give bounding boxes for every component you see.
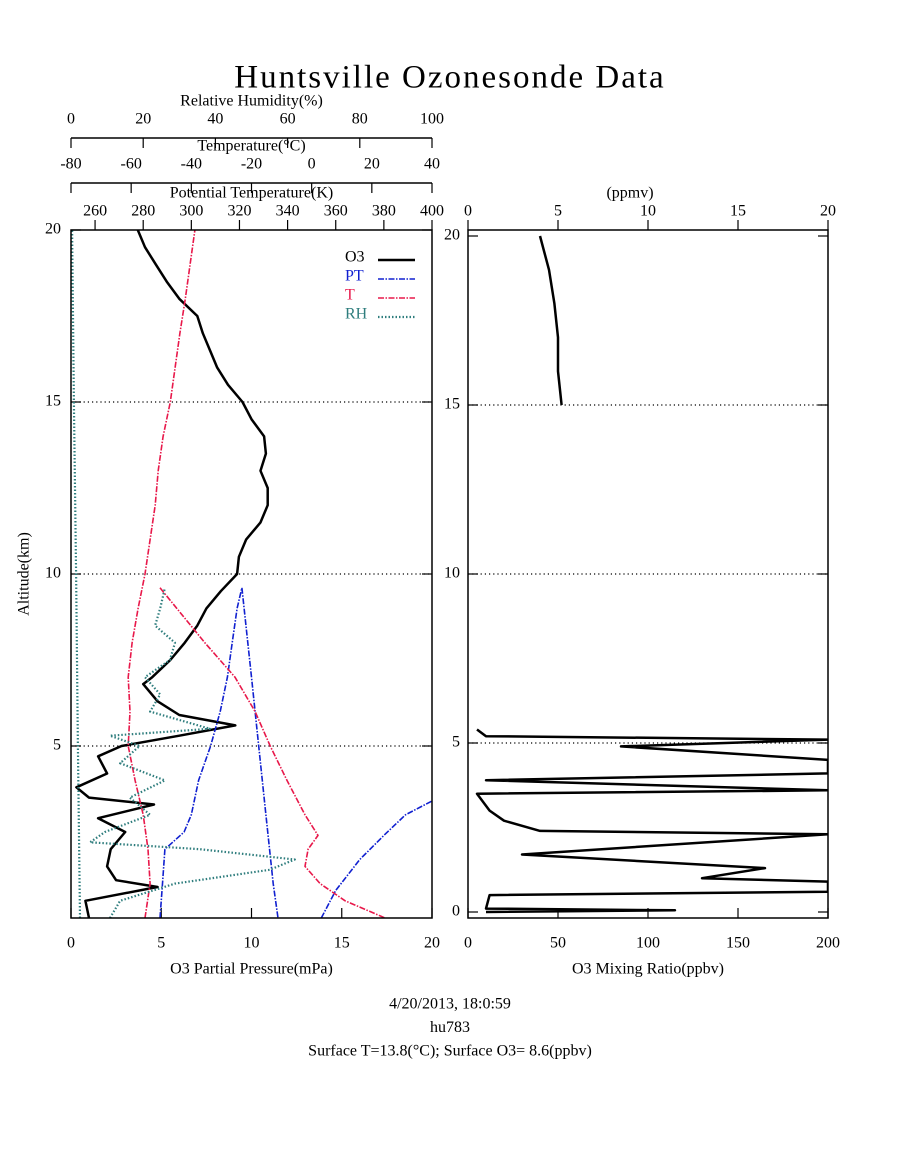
x-axis-label: O3 Partial Pressure(mPa) — [170, 961, 333, 978]
annotation: hu783 — [430, 1019, 470, 1036]
legend-label: PT — [345, 268, 364, 285]
x-tick-label: 150 — [726, 935, 750, 952]
top-tick-label: 80 — [352, 111, 368, 128]
y-tick-label: 15 — [45, 393, 61, 410]
x-tick-label: 50 — [550, 935, 566, 952]
y-tick-label: 20 — [45, 221, 61, 238]
top-tick-label: 0 — [67, 111, 75, 128]
y-tick-label: 5 — [53, 737, 61, 754]
top-axis-label: (ppmv) — [606, 185, 653, 202]
series-line — [71, 230, 296, 918]
annotation: 4/20/2013, 18:0:59 — [389, 996, 511, 1013]
top-tick-label: 340 — [276, 203, 300, 220]
top-tick-label: 40 — [424, 156, 440, 173]
top-tick-label: 0 — [308, 156, 316, 173]
plot-frame — [70, 229, 433, 919]
top-tick-label: -40 — [181, 156, 202, 173]
top-axis-label: Potential Temperature(K) — [170, 185, 333, 202]
top-tick-label: 20 — [135, 111, 151, 128]
top-tick-label: 320 — [227, 203, 251, 220]
y-tick-label: 15 — [444, 396, 460, 413]
x-tick-label: 0 — [464, 935, 472, 952]
top-tick-label: -20 — [241, 156, 262, 173]
top-tick-label: 360 — [324, 203, 348, 220]
plot-frame — [467, 229, 829, 919]
top-tick-label: 300 — [179, 203, 203, 220]
top-tick-label: 20 — [820, 203, 836, 220]
x-tick-label: 15 — [334, 935, 350, 952]
y-tick-label: 5 — [452, 734, 460, 751]
y-tick-label: 0 — [452, 903, 460, 920]
legend-label: O3 — [345, 249, 365, 266]
top-tick-label: 15 — [730, 203, 746, 220]
chart-title: Huntsville Ozonesonde Data — [234, 60, 665, 96]
top-tick-label: 380 — [372, 203, 396, 220]
top-tick-label: 400 — [420, 203, 444, 220]
x-tick-label: 0 — [67, 935, 75, 952]
y-tick-label: 10 — [45, 565, 61, 582]
legend-label: T — [345, 287, 355, 304]
top-tick-label: 60 — [280, 111, 296, 128]
x-tick-label: 200 — [816, 935, 840, 952]
annotation: Surface T=13.8(°C); Surface O3= 8.6(ppbv… — [308, 1043, 592, 1060]
top-axis-label: Relative Humidity(%) — [180, 93, 323, 110]
series-line — [127, 230, 386, 918]
top-axis-label: Temperature(°C) — [197, 138, 305, 155]
top-tick-label: -80 — [60, 156, 81, 173]
y-axis-label: Altitude(km) — [16, 532, 33, 616]
top-tick-label: 10 — [640, 203, 656, 220]
x-tick-label: 5 — [157, 935, 165, 952]
x-axis-label: O3 Mixing Ratio(ppbv) — [572, 961, 724, 978]
top-tick-label: 5 — [554, 203, 562, 220]
top-tick-label: -60 — [121, 156, 142, 173]
x-tick-label: 100 — [636, 935, 660, 952]
x-tick-label: 10 — [244, 935, 260, 952]
top-tick-label: 20 — [364, 156, 380, 173]
y-tick-label: 10 — [444, 565, 460, 582]
series-line — [75, 230, 269, 918]
top-tick-label: 40 — [207, 111, 223, 128]
top-tick-label: 260 — [83, 203, 107, 220]
x-tick-label: 20 — [424, 935, 440, 952]
legend-label: RH — [345, 306, 368, 323]
top-tick-label: 280 — [131, 203, 155, 220]
series-line — [159, 587, 432, 918]
top-tick-label: 0 — [464, 203, 472, 220]
top-tick-label: 100 — [420, 111, 444, 128]
series-line — [475, 235, 828, 914]
y-tick-label: 20 — [444, 227, 460, 244]
